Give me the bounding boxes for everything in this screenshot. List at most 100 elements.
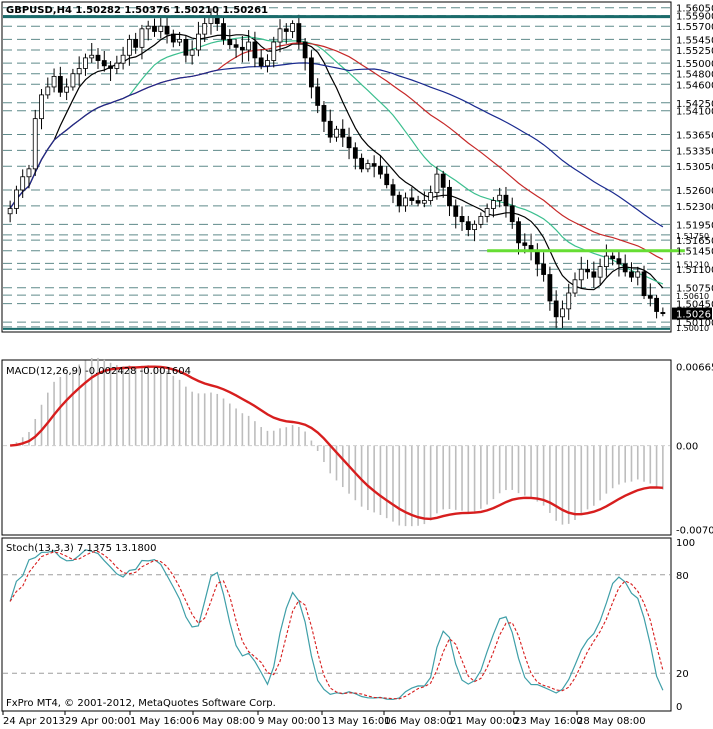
candle-body: [258, 57, 264, 67]
candle-body: [108, 65, 113, 69]
candle-body: [64, 86, 70, 93]
candle-body: [560, 308, 565, 318]
ma-long-line: [9, 62, 664, 228]
candle-body: [95, 54, 101, 61]
candle-body: [183, 39, 189, 56]
candle-body: [139, 28, 145, 48]
candle-body: [622, 263, 628, 273]
candle-body: [447, 186, 452, 207]
candle-body: [233, 44, 239, 48]
candle-body: [252, 41, 258, 59]
candle-body: [428, 192, 434, 201]
price-level-label: 1.51950: [676, 220, 713, 231]
price-level-label: 1.55250: [676, 46, 713, 57]
candle-body: [522, 242, 528, 246]
price-level-label: 1.55900: [676, 12, 713, 23]
candle-body: [70, 73, 76, 88]
candle-body: [221, 23, 226, 40]
price-panel-frame: [1, 1, 672, 333]
macd-tick-label: 0.006658: [676, 362, 713, 373]
candle-body: [334, 128, 339, 138]
price-level-label-minor: 1.51750: [676, 232, 709, 241]
candle-body: [302, 41, 308, 59]
candle-body: [32, 118, 38, 170]
candle-body: [403, 197, 408, 207]
moving-averages: [9, 33, 664, 291]
candle-body: [14, 189, 19, 209]
candle-body: [89, 54, 95, 59]
candle-body: [371, 163, 377, 167]
macd-tick-label: 0.00: [676, 442, 698, 453]
candle-body: [283, 28, 289, 32]
candle-body: [378, 165, 383, 175]
price-level-label: 1.55450: [676, 35, 713, 46]
candle-body: [421, 200, 427, 204]
candle-body: [152, 25, 157, 32]
macd-panel[interactable]: MACD(12,26,9) -0.002428 -0.001604 0.0066…: [1, 357, 713, 537]
candle-body: [246, 41, 252, 51]
price-level-label: 1.50750: [676, 284, 713, 295]
current-price-label: 1.50261: [676, 310, 713, 321]
candlesticks: [7, 8, 666, 330]
candle-body: [170, 33, 176, 43]
price-level-label: 1.53650: [676, 131, 713, 142]
price-level-label: 1.54250: [676, 99, 713, 110]
candle-body: [453, 205, 459, 217]
price-level-label-minor: 1.50010: [676, 324, 709, 333]
time-label: 6 May 08:00: [193, 716, 255, 727]
stoch-tick-label: 0: [676, 702, 682, 713]
candle-body: [647, 295, 653, 299]
candle-body: [189, 49, 195, 56]
price-level-label: 1.54800: [676, 70, 713, 81]
candle-body: [202, 23, 208, 35]
candle-body: [578, 268, 584, 281]
stoch-signal-line: [9, 550, 664, 700]
price-panel[interactable]: GBPUSD,H4 1.50282 1.50376 1.50210 1.5026…: [1, 1, 713, 333]
stoch-label: Stoch(13,3,3) 7.1375 13.1800: [6, 543, 157, 554]
candle-body: [76, 68, 82, 75]
candle-body: [20, 176, 26, 191]
candle-body: [321, 105, 327, 122]
symbol-header: GBPUSD,H4 1.50282 1.50376 1.50210 1.5026…: [6, 5, 268, 16]
candle-body: [434, 173, 440, 194]
time-label: 29 Apr 00:00: [65, 716, 130, 727]
candle-body: [585, 268, 590, 273]
candle-body: [271, 41, 277, 61]
candle-body: [660, 312, 666, 314]
candle-body: [177, 39, 182, 43]
candle-body: [516, 221, 521, 244]
price-level-label: 1.51100: [676, 265, 713, 276]
candle-body: [591, 271, 597, 278]
candle-body: [83, 57, 88, 69]
price-level-label: 1.55700: [676, 22, 713, 33]
time-label: 16 May 08:00: [384, 716, 453, 727]
stoch-lines: [9, 549, 664, 701]
price-level-label: 1.55000: [676, 59, 713, 70]
candle-body: [290, 23, 295, 32]
price-level-label: 1.52600: [676, 186, 713, 197]
candle-body: [616, 258, 622, 265]
copyright-text: FxPro MT4, © 2001-2012, MetaQuotes Softw…: [6, 698, 276, 709]
candle-body: [509, 205, 515, 223]
candle-body: [610, 255, 616, 260]
time-label: 21 May 00:00: [450, 716, 519, 727]
macd-signal-line: [9, 365, 663, 521]
candle-body: [365, 163, 371, 170]
candle-body: [340, 128, 346, 138]
time-label: 13 May 16:00: [322, 716, 391, 727]
macd-signal-path: [9, 365, 663, 521]
price-level-label: 1.52300: [676, 202, 713, 213]
price-level-label: 1.54600: [676, 80, 713, 91]
time-label: 24 Apr 2013: [3, 716, 65, 727]
candle-body: [296, 23, 302, 43]
candle-body: [478, 216, 484, 225]
stochastic-panel[interactable]: Stoch(13,3,3) 7.1375 13.1800 FxPro MT4, …: [1, 537, 695, 713]
candle-body: [120, 54, 126, 64]
candle-body: [534, 250, 540, 265]
candle-body: [133, 39, 139, 48]
candle-body: [239, 46, 245, 51]
candle-body: [265, 60, 270, 67]
price-level-label-minor: 1.50610: [676, 292, 709, 301]
price-overlays: [3, 15, 685, 330]
